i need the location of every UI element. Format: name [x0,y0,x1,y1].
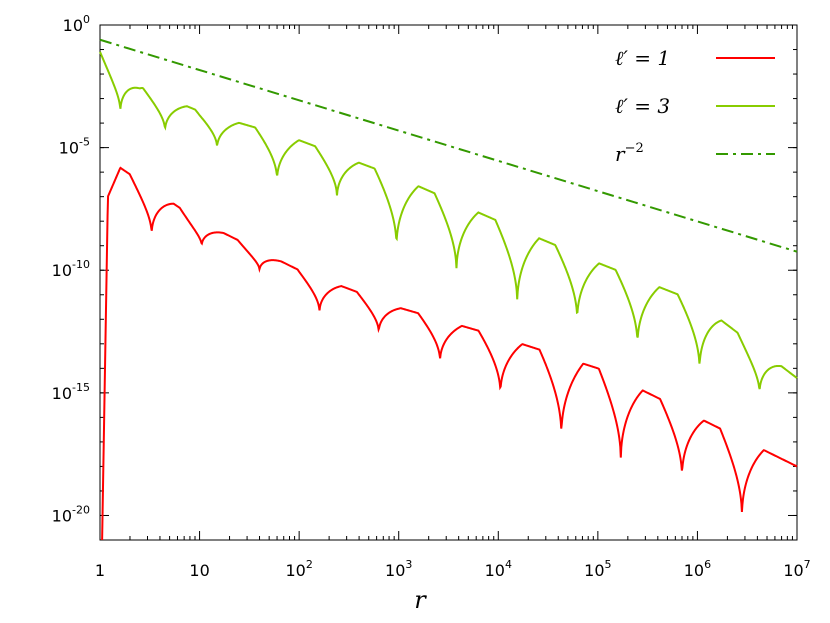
x-tick-label-base: 10 [684,561,704,580]
x-tick-label-exp: 7 [804,558,811,571]
y-tick-label-exp: -10 [72,258,90,271]
legend-label-3-text: r [615,142,626,166]
legend: ℓ′ = 1 ℓ′ = 3 r−2 [615,46,775,166]
x-tick-label: 105 [584,558,611,580]
y-tick-label: 100 [63,13,90,35]
x-tick-label: 106 [684,558,711,580]
y-tick-label: 10-15 [52,381,90,403]
y-tick-label: 10-20 [52,503,90,525]
legend-label-2-text: ℓ′ = 3 [615,94,670,118]
y-tick-label-exp: 0 [83,13,90,26]
x-tick-label: 103 [385,558,412,580]
series-layer [99,38,798,541]
x-tick-label-exp: 3 [405,558,412,571]
legend-label-1-text: ℓ′ = 1 [615,46,670,70]
series-1-line [101,166,798,541]
x-tick-label: 1 [95,561,105,580]
x-tick-label-base: 10 [285,561,305,580]
x-tick-label-base: 10 [485,561,505,580]
x-tick-label-base: 10 [385,561,405,580]
x-tick-label-base: 1 [95,561,105,580]
series-2-line [99,51,798,390]
y-tick-label-exp: -15 [72,381,90,394]
y-tick-label-base: 10 [59,139,79,158]
y-tick-label: 10-10 [52,258,90,280]
x-tick-label-exp: 4 [505,558,512,571]
x-tick-label-base: 10 [189,561,209,580]
series-3-line [99,38,798,253]
y-tick-label-base: 10 [52,506,72,525]
x-tick-label-base: 10 [783,561,803,580]
y-tick-label-exp: -20 [72,503,90,516]
x-tick-label: 10 [189,561,209,580]
legend-label-3-sup: −2 [625,141,644,156]
x-tick-label-exp: 6 [704,558,711,571]
legend-label-3: r−2 [615,141,644,166]
x-axis-label: r [414,586,427,614]
y-tick-label-base: 10 [63,16,83,35]
y-tick-label-exp: -5 [79,136,90,149]
x-axis-ticks: 1 10 102 103 104 105 106 107 [95,25,811,580]
x-tick-label: 107 [783,558,810,580]
y-tick-label: 10-5 [59,136,90,158]
x-tick-label: 102 [285,558,312,580]
y-tick-label-base: 10 [52,261,72,280]
minor-ticks [100,24,797,541]
legend-label-2: ℓ′ = 3 [615,94,670,118]
x-tick-label-exp: 2 [306,558,313,571]
plot-frame [99,24,798,541]
x-tick-label-exp: 5 [605,558,612,571]
x-tick-label-base: 10 [584,561,604,580]
y-tick-label-base: 10 [52,384,72,403]
x-tick-label: 104 [485,558,512,580]
legend-label-1: ℓ′ = 1 [615,46,670,70]
